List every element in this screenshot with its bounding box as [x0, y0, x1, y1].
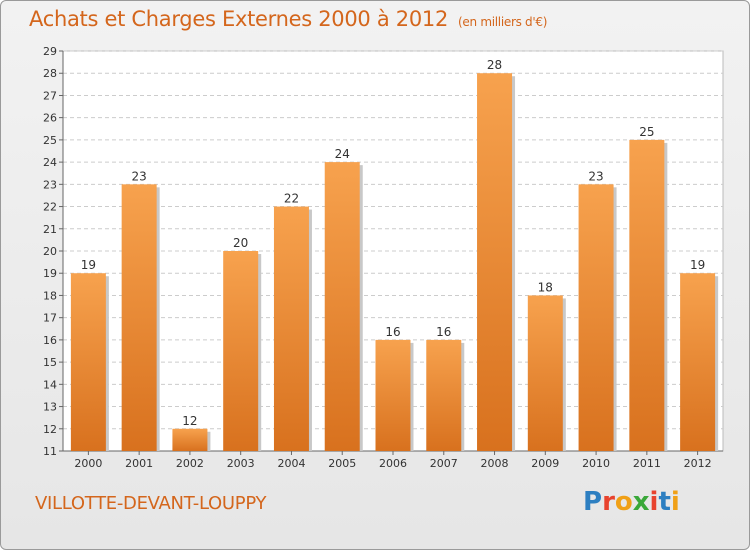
x-tick-label: 2003: [227, 457, 255, 470]
logo-letter: i: [670, 487, 680, 517]
logo-letter: r: [602, 487, 615, 517]
data-label: 19: [81, 258, 96, 272]
x-tick-label: 2011: [633, 457, 661, 470]
bar: [324, 162, 360, 451]
data-label: 25: [639, 125, 654, 139]
logo-letter: o: [614, 487, 633, 517]
chart-title: Achats et Charges Externes 2000 à 2012 (e…: [29, 7, 547, 31]
data-label: 12: [182, 414, 197, 428]
y-tick-label: 27: [43, 89, 57, 102]
y-tick-label: 14: [43, 378, 57, 391]
x-tick-label: 2000: [74, 457, 102, 470]
data-label: 23: [132, 169, 147, 183]
bar: [426, 339, 462, 451]
bar: [375, 339, 411, 451]
logo-letter: P: [583, 487, 603, 517]
proxiti-logo: Proxiti: [583, 487, 680, 517]
y-tick-label: 12: [43, 423, 57, 436]
x-tick-label: 2005: [328, 457, 356, 470]
bar: [629, 139, 665, 451]
y-tick-label: 18: [43, 289, 57, 302]
bar: [578, 184, 614, 452]
y-tick-label: 24: [43, 156, 57, 169]
x-tick-label: 2012: [684, 457, 712, 470]
data-label: 20: [233, 236, 248, 250]
bar: [121, 184, 157, 452]
y-tick-label: 19: [43, 267, 57, 280]
x-tick-label: 2006: [379, 457, 407, 470]
data-label: 22: [284, 192, 299, 206]
commune-name: VILLOTTE-DEVANT-LOUPPY: [35, 493, 267, 514]
y-tick-label: 23: [43, 178, 57, 191]
data-label: 23: [588, 169, 603, 183]
bar: [527, 295, 563, 451]
data-label: 24: [335, 147, 350, 161]
plot-area: 11 12 13 14 15 16 17 18 19 20 21 22 23 24 25 26 27 28 29 19…: [43, 45, 724, 470]
y-tick-label: 17: [43, 312, 57, 325]
y-tick-label: 20: [43, 245, 57, 258]
x-tick-label: 2001: [125, 457, 153, 470]
bar: [680, 273, 716, 451]
y-tick-label: 29: [43, 45, 57, 58]
chart-unit: (en milliers d'€): [458, 15, 548, 29]
x-tick-label: 2009: [531, 457, 559, 470]
logo-letter: t: [658, 487, 671, 517]
data-label: 16: [436, 325, 451, 339]
bar: [172, 428, 208, 451]
bar: [477, 73, 513, 451]
logo-letter: x: [632, 487, 650, 517]
y-tick-label: 28: [43, 67, 57, 80]
y-tick-label: 21: [43, 223, 57, 236]
x-tick-label: 2007: [430, 457, 458, 470]
y-tick-label: 15: [43, 356, 57, 369]
y-tick-label: 26: [43, 112, 57, 125]
x-tick-label: 2002: [176, 457, 204, 470]
x-tick-label: 2004: [277, 457, 305, 470]
y-tick-label: 22: [43, 201, 57, 214]
bar: [223, 251, 259, 451]
data-label: 18: [538, 280, 553, 294]
bar: [273, 206, 309, 451]
y-tick-label: 13: [43, 401, 57, 414]
data-label: 19: [690, 258, 705, 272]
chart-title-text: Achats et Charges Externes 2000 à 2012: [29, 7, 449, 31]
data-label: 28: [487, 58, 502, 72]
data-label: 16: [385, 325, 400, 339]
x-tick-label: 2010: [582, 457, 610, 470]
y-tick-label: 25: [43, 134, 57, 147]
bar: [70, 273, 106, 451]
logo-letter: i: [649, 487, 659, 517]
y-tick-label: 16: [43, 334, 57, 347]
x-tick-label: 2008: [481, 457, 509, 470]
y-tick-label: 11: [43, 445, 57, 458]
